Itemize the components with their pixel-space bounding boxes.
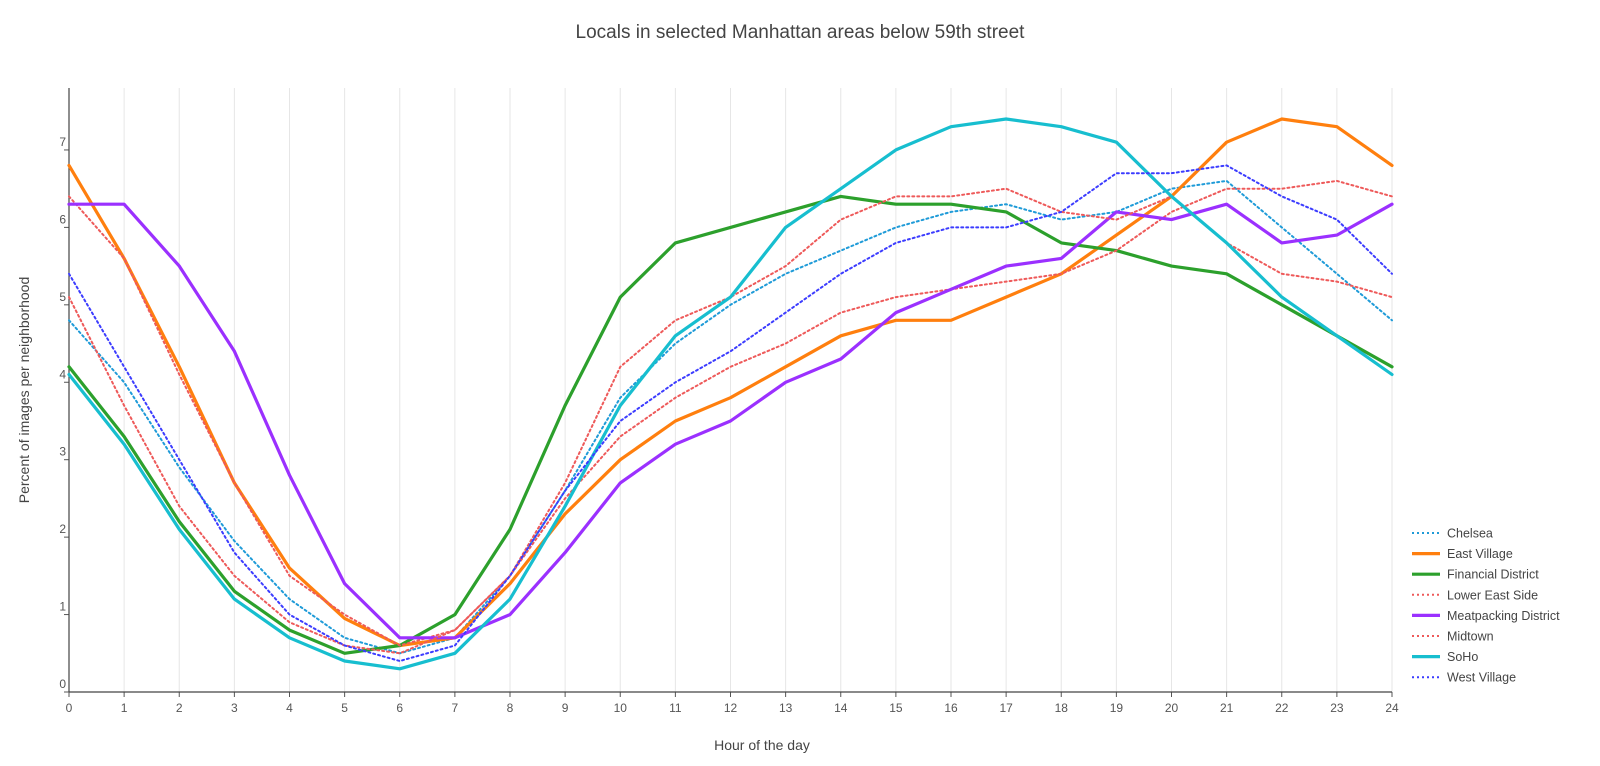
- x-tick-label: 23: [1330, 701, 1344, 715]
- axis-layer: 0 1 2 3 4 5 6 7 8 9 10 11 12 13 14 15 16 17 18 19 20 21 22 23 24…: [59, 88, 1399, 715]
- legend-label: Chelsea: [1447, 527, 1493, 541]
- y-tick-label: 5: [59, 290, 66, 304]
- x-tick-label: 4: [286, 701, 293, 715]
- x-tick-label: 13: [779, 701, 793, 715]
- x-tick-label: 0: [66, 701, 73, 715]
- y-tick-label: 2: [59, 522, 66, 536]
- legend-item-lower-east-side: Lower East Side: [1412, 588, 1538, 602]
- series-line-chelsea: [68, 179, 1393, 655]
- x-tick-label: 24: [1385, 701, 1399, 715]
- x-tick-label: 9: [562, 701, 569, 715]
- series-layer: [67, 117, 1394, 671]
- x-tick-label: 18: [1055, 701, 1069, 715]
- series-line-soho: [67, 117, 1394, 671]
- series-line-west-village: [68, 164, 1393, 662]
- y-axis-title: Percent of images per neighborhood: [16, 277, 32, 503]
- series-line-lower-east-side: [68, 179, 1393, 647]
- x-axis-title: Hour of the day: [714, 737, 810, 753]
- series-line-meatpacking-district: [67, 202, 1394, 640]
- legend-item-midtown: Midtown: [1412, 630, 1494, 644]
- x-tick-label: 8: [507, 701, 514, 715]
- x-tick-label: 3: [231, 701, 238, 715]
- chart-title: Locals in selected Manhattan areas below…: [575, 22, 1025, 43]
- x-tick-label: 22: [1275, 701, 1289, 715]
- grid-layer: [123, 88, 1393, 692]
- y-tick-label: 7: [59, 135, 66, 149]
- x-tick-label: 14: [834, 701, 848, 715]
- legend-label: Lower East Side: [1447, 588, 1538, 602]
- legend-item-meatpacking-district: Meatpacking District: [1412, 609, 1560, 623]
- legend-item-financial-district: Financial District: [1412, 568, 1539, 582]
- x-tick-label: 10: [614, 701, 628, 715]
- legend-label: Meatpacking District: [1447, 609, 1560, 623]
- legend-item-chelsea: Chelsea: [1412, 527, 1493, 541]
- y-tick-label: 3: [59, 445, 66, 459]
- x-tick-label: 20: [1165, 701, 1179, 715]
- series-line-financial-district: [67, 194, 1394, 655]
- y-tick-label: 1: [59, 600, 66, 614]
- x-tick-label: 1: [121, 701, 128, 715]
- legend: Chelsea East Village Financial District Low…: [1412, 527, 1560, 685]
- x-tick-label: 17: [999, 701, 1013, 715]
- x-tick-label: 16: [944, 701, 958, 715]
- y-tick-label: 6: [59, 212, 66, 226]
- legend-label: East Village: [1447, 547, 1513, 561]
- y-tick-label: 0: [59, 677, 66, 691]
- legend-item-west-village: West Village: [1412, 671, 1516, 685]
- legend-label: West Village: [1447, 671, 1516, 685]
- x-tick-label: 6: [396, 701, 403, 715]
- legend-label: SoHo: [1447, 650, 1478, 664]
- x-tick-label: 15: [889, 701, 903, 715]
- legend-label: Midtown: [1447, 630, 1494, 644]
- x-tick-label: 21: [1220, 701, 1234, 715]
- y-tick-label: 4: [59, 367, 66, 381]
- x-tick-label: 7: [452, 701, 459, 715]
- x-tick-label: 2: [176, 701, 183, 715]
- x-tick-label: 19: [1110, 701, 1124, 715]
- legend-item-soho: SoHo: [1412, 650, 1478, 664]
- x-tick-label: 12: [724, 701, 738, 715]
- legend-item-east-village: East Village: [1412, 547, 1513, 561]
- legend-label: Financial District: [1447, 568, 1539, 582]
- x-tick-label: 5: [341, 701, 348, 715]
- x-tick-label: 11: [669, 701, 682, 715]
